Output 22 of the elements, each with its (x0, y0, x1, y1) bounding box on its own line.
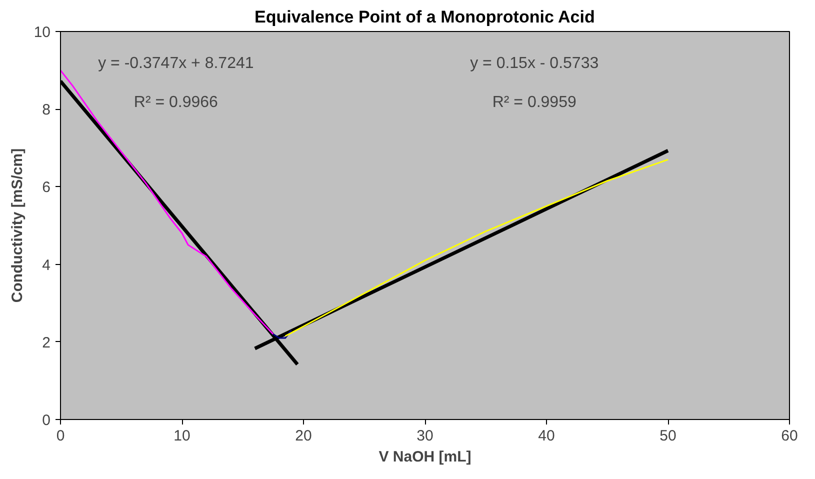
annotation: R² = 0.9966 (134, 94, 218, 112)
y-axis-title: Conductivity [mS/cm] (8, 148, 26, 303)
y-tick-label: 8 (42, 102, 50, 119)
chart-title: Equivalence Point of a Monoprotonic Acid (254, 8, 595, 26)
annotation: R² = 0.9959 (492, 94, 576, 112)
annotation: y = -0.3747x + 8.7241 (98, 55, 254, 72)
y-tick-label: 0 (42, 412, 50, 429)
y-tick-label: 6 (42, 179, 50, 196)
x-tick-label: 40 (538, 428, 555, 444)
x-axis-title: V NaOH [mL] (378, 448, 472, 466)
line-series (284, 158, 669, 337)
x-tick-label: 0 (56, 428, 65, 444)
annotation: y = 0.15x - 0.5733 (470, 55, 599, 72)
line-series (60, 70, 274, 335)
y-tick-label: 4 (42, 256, 50, 274)
x-tick-label: 60 (781, 428, 798, 444)
x-tick-label: 30 (416, 428, 434, 444)
y-tick-label: 2 (42, 334, 50, 352)
x-tick-label: 20 (295, 428, 312, 444)
x-tick-label: 10 (174, 428, 190, 444)
y-tick-label: 10 (34, 24, 51, 41)
x-tick-label: 50 (660, 428, 676, 444)
